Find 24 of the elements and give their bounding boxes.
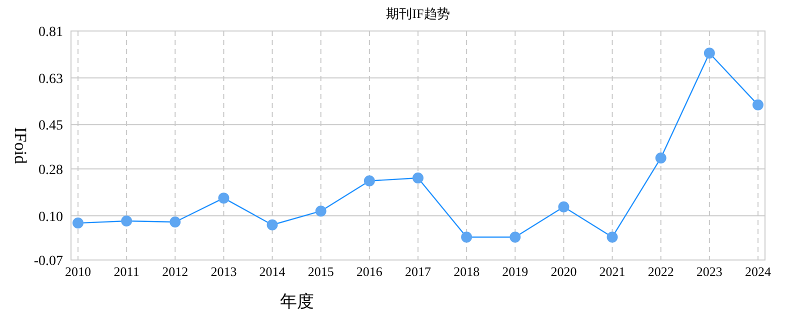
x-tick-label: 2013 <box>210 264 237 279</box>
y-tick-label: 0.28 <box>38 162 63 178</box>
x-tick-label: 2010 <box>65 264 91 279</box>
x-tick-label: 2014 <box>259 264 286 279</box>
x-tick-label: 2018 <box>454 264 480 279</box>
x-axis-title: 年度 <box>280 292 314 311</box>
x-tick-label: 2021 <box>599 264 626 279</box>
y-tick-label: 0.45 <box>38 118 63 134</box>
y-axis-title: IFoid <box>11 127 30 164</box>
x-tick-label: 2011 <box>114 264 140 279</box>
y-tick-label: -0.07 <box>34 254 63 269</box>
x-tick-label: 2022 <box>648 264 674 279</box>
chart-title: 期刊IF趋势 <box>386 6 450 21</box>
x-tick-label: 2019 <box>502 264 528 279</box>
y-tick-label: 0.10 <box>38 210 63 225</box>
x-tick-label: 2020 <box>550 264 577 279</box>
x-tick-label: 2015 <box>308 264 334 279</box>
y-tick-label: 0.63 <box>38 72 63 87</box>
y-tick-label: 0.81 <box>38 25 63 40</box>
x-tick-label: 2012 <box>162 264 188 279</box>
x-tick-label: 2016 <box>356 264 383 279</box>
x-tick-label: 2017 <box>405 264 432 279</box>
x-tick-label: 2024 <box>745 264 772 279</box>
x-tick-label: 2023 <box>696 264 722 279</box>
